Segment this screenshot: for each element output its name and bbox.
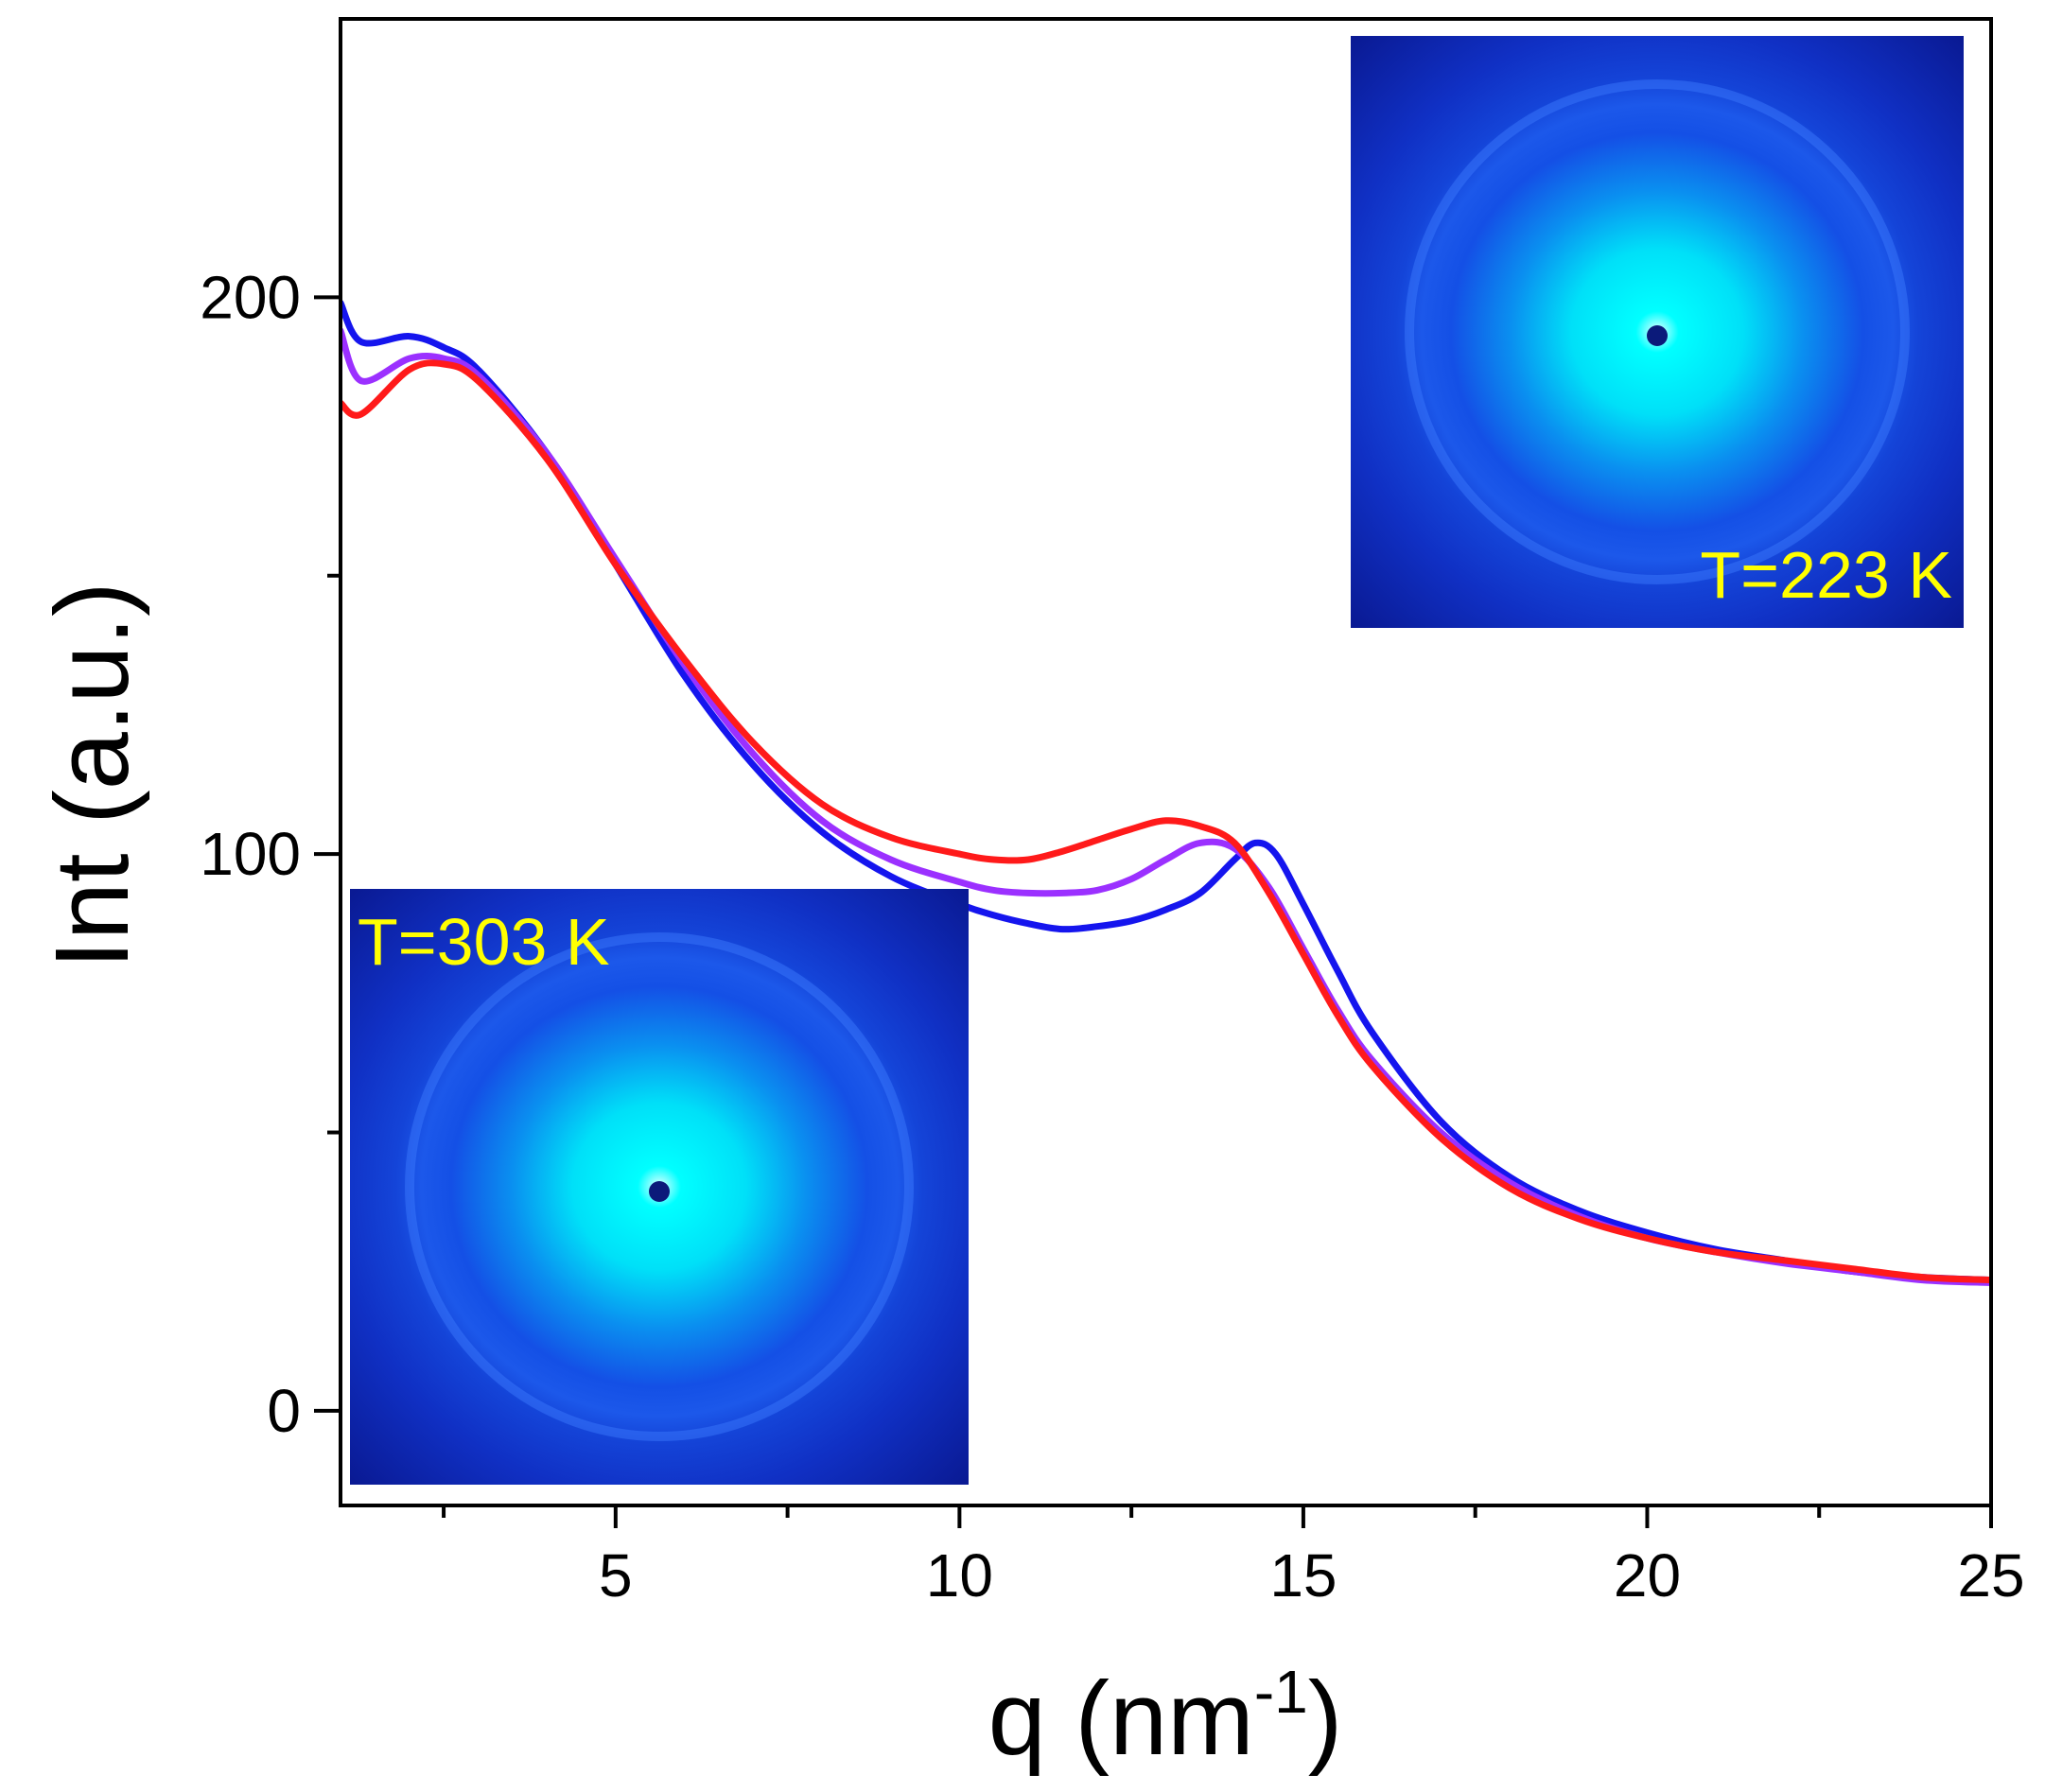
inset-303k-ring bbox=[405, 932, 914, 1441]
y-axis: 0 100 200 bbox=[200, 263, 341, 1445]
x-axis-title: q (nm-1) bbox=[988, 1658, 1343, 1777]
x-axis: 5 10 15 20 25 bbox=[442, 1505, 2025, 1609]
x-tick-label: 10 bbox=[926, 1541, 993, 1609]
y-tick-label: 200 bbox=[200, 263, 301, 331]
series-layer bbox=[341, 299, 1991, 1286]
inset-223k-label: T=223 K bbox=[1700, 538, 1952, 612]
y-tick-label: 0 bbox=[267, 1377, 301, 1445]
inset-223k: T=223 K bbox=[1351, 36, 1964, 628]
y-axis-title: Int (a.u.) bbox=[34, 582, 150, 969]
x-axis-title-close: ) bbox=[1308, 1661, 1343, 1777]
inset-223k-ring bbox=[1405, 79, 1910, 584]
inset-223k-beamstop bbox=[1647, 325, 1668, 346]
inset-303k-label: T=303 K bbox=[358, 905, 610, 979]
y-tick-label: 100 bbox=[200, 820, 301, 888]
inset-303k: T=303 K bbox=[350, 889, 969, 1485]
x-tick-label: 25 bbox=[1957, 1541, 2024, 1609]
x-tick-label: 20 bbox=[1614, 1541, 1681, 1609]
x-tick-label: 5 bbox=[599, 1541, 633, 1609]
plot-frame bbox=[339, 17, 1993, 1507]
x-axis-title-main: q (nm bbox=[988, 1661, 1254, 1777]
x-axis-title-superscript: -1 bbox=[1254, 1658, 1308, 1726]
series-line-red bbox=[341, 359, 1991, 1284]
inset-303k-beamstop bbox=[649, 1181, 670, 1202]
x-tick-label: 15 bbox=[1269, 1541, 1337, 1609]
